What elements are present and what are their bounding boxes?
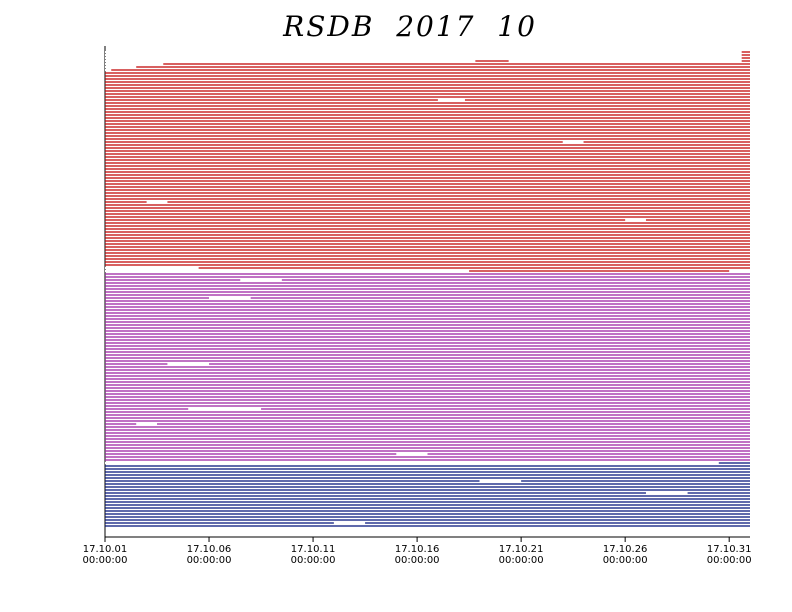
x-tick-label: 17.10.16 00:00:00 bbox=[394, 544, 440, 566]
data-gap bbox=[479, 480, 522, 482]
x-tick-label: 17.10.11 00:00:00 bbox=[290, 544, 336, 566]
data-gap bbox=[105, 270, 470, 272]
chart-title: RSDB 2017 10 bbox=[283, 10, 537, 43]
data-gap bbox=[188, 408, 262, 410]
data-gap bbox=[105, 54, 742, 56]
data-gap bbox=[105, 51, 742, 53]
data-gap bbox=[437, 99, 465, 101]
data-gap bbox=[625, 219, 646, 221]
x-tick-label: 17.10.21 00:00:00 bbox=[498, 544, 544, 566]
x-tick-label: 17.10.31 00:00:00 bbox=[706, 544, 752, 566]
data-gap bbox=[508, 60, 742, 62]
data-gap bbox=[105, 63, 164, 65]
station-group bbox=[105, 462, 750, 527]
data-gap bbox=[136, 423, 158, 425]
x-tick-label: 17.10.26 00:00:00 bbox=[602, 544, 648, 566]
data-gap bbox=[105, 69, 112, 71]
data-gap bbox=[562, 141, 584, 143]
data-gap bbox=[105, 66, 137, 68]
data-gap bbox=[167, 363, 210, 365]
data-gap bbox=[209, 297, 251, 299]
data-gap bbox=[105, 267, 199, 269]
data-gap bbox=[729, 270, 750, 272]
x-tick-label: 17.10.01 00:00:00 bbox=[82, 544, 128, 566]
data-gap bbox=[396, 453, 428, 455]
data-gap bbox=[105, 462, 719, 464]
station-group bbox=[105, 273, 750, 461]
data-gap bbox=[105, 60, 476, 62]
data-gap bbox=[645, 492, 688, 494]
x-tick-label: 17.10.06 00:00:00 bbox=[186, 544, 232, 566]
station-group bbox=[105, 51, 750, 272]
data-gap bbox=[146, 201, 168, 203]
data-gap bbox=[105, 57, 742, 59]
data-gap bbox=[240, 279, 282, 281]
data-gap bbox=[333, 522, 366, 524]
